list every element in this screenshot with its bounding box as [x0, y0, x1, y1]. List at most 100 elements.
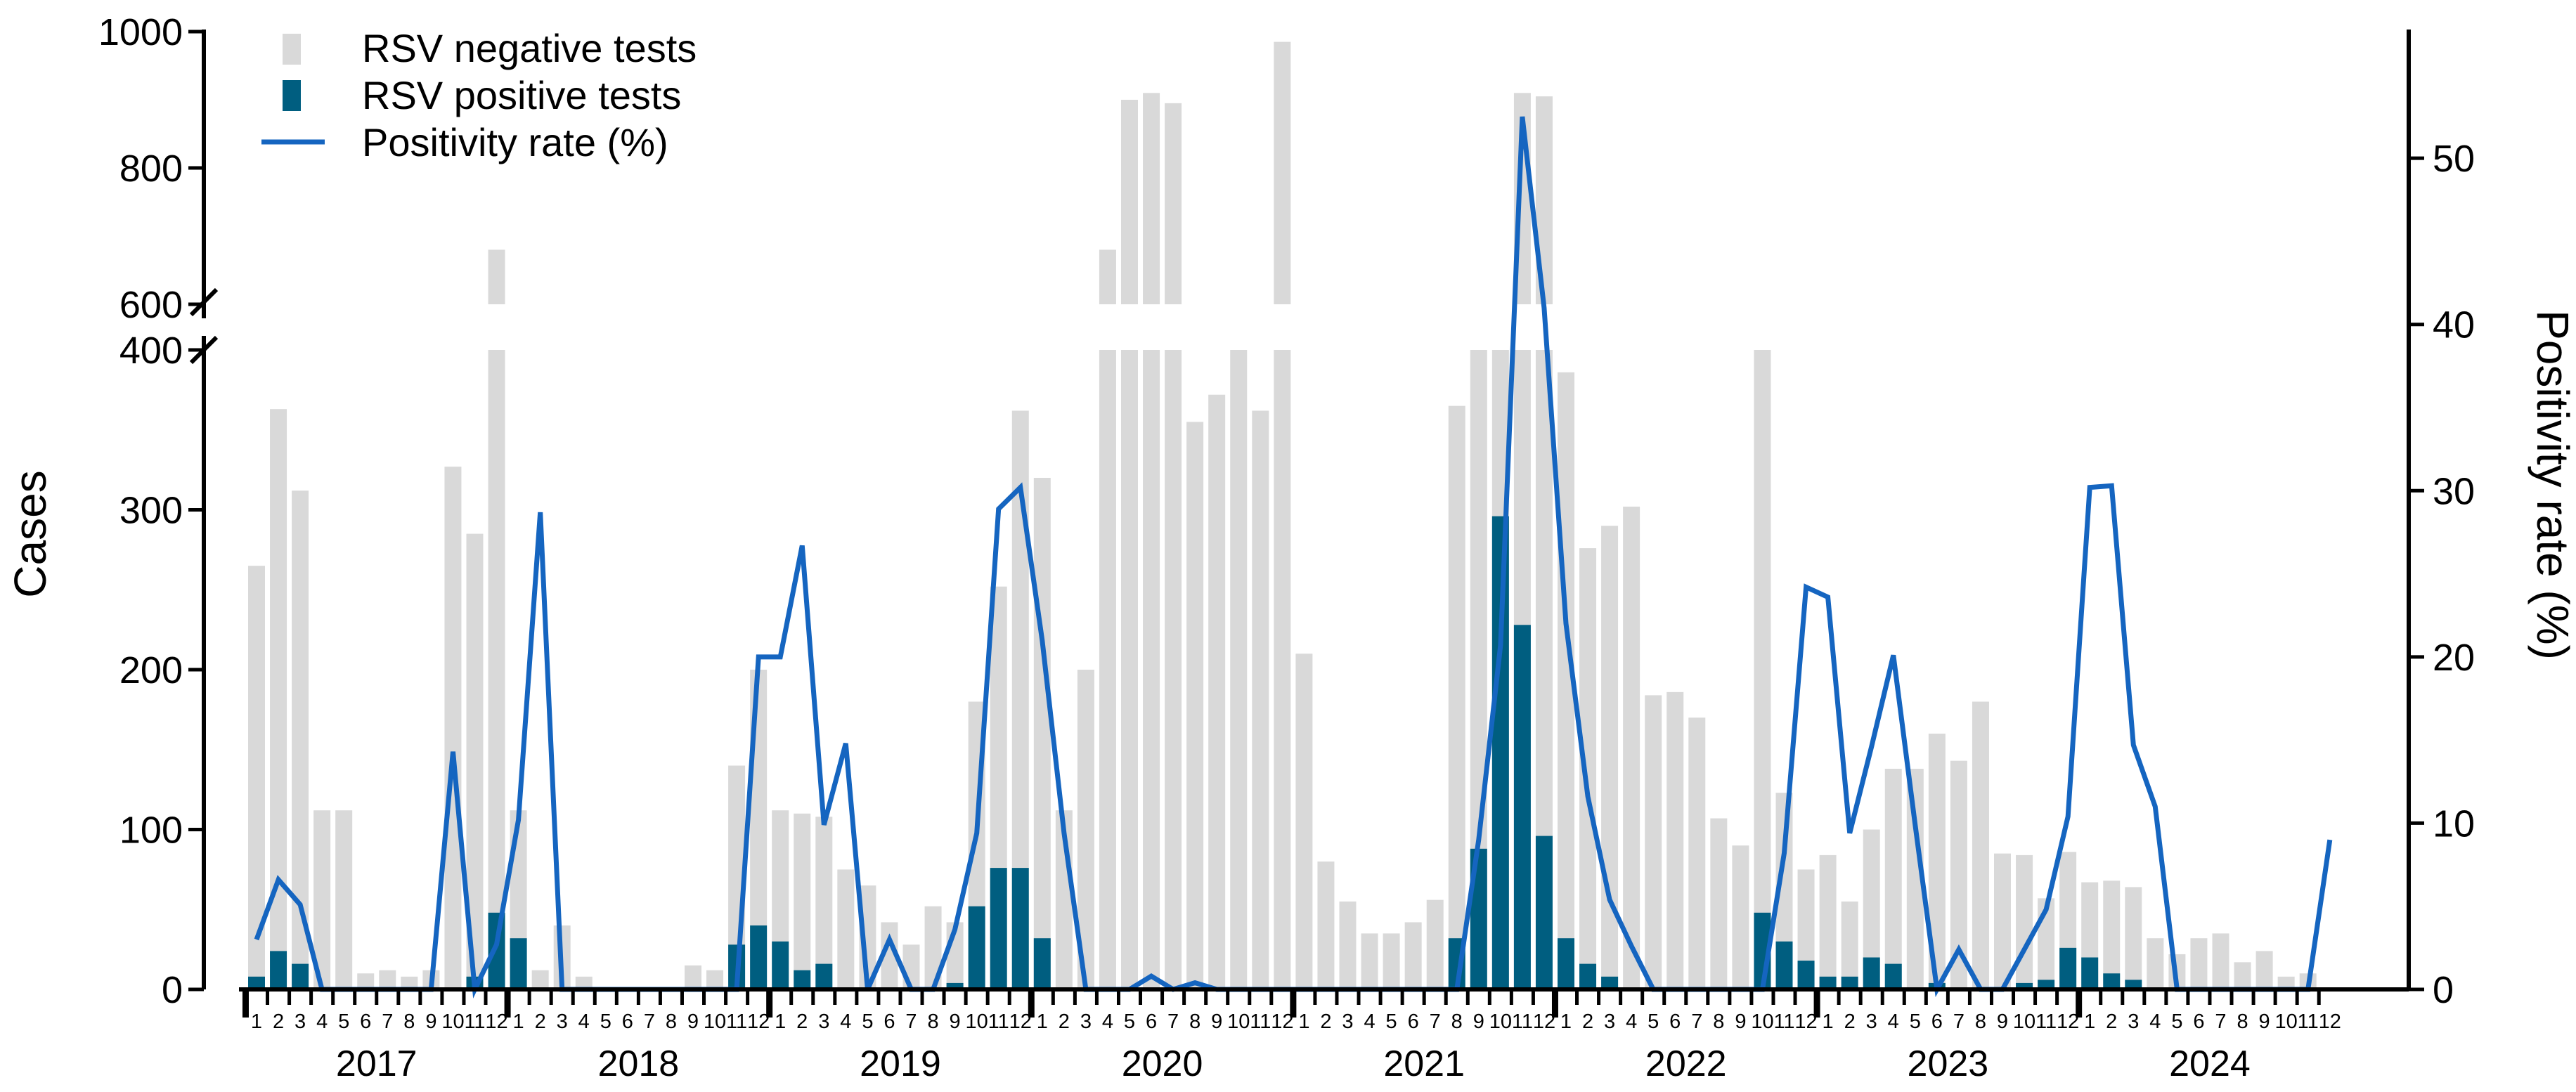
negative-bar	[444, 467, 462, 989]
positive-bar	[815, 963, 833, 989]
x-month-label: 9	[425, 1010, 436, 1033]
x-month-label: 11	[988, 1010, 1009, 1033]
x-month-label: 4	[316, 1010, 328, 1033]
negative-bar	[1208, 394, 1226, 989]
legend: RSV negative tests RSV positive tests Po…	[261, 26, 697, 164]
left-y-tick-label: 1000	[98, 11, 183, 53]
positive-bar	[1513, 625, 1531, 989]
positive-bar	[990, 868, 1007, 989]
x-month-label: 12	[1533, 1010, 1555, 1033]
x-month-label: 3	[557, 1010, 568, 1033]
x-month-label: 11	[1250, 1010, 1271, 1033]
x-month-label: 6	[884, 1010, 895, 1033]
negative-bar	[815, 817, 833, 989]
x-month-label: 6	[1408, 1010, 1419, 1033]
x-month-label: 5	[1124, 1010, 1135, 1033]
negative-bar	[2234, 962, 2251, 989]
negative-bar	[1295, 654, 1313, 989]
legend-label-positive: RSV positive tests	[362, 73, 681, 117]
right-y-tick-label: 0	[2433, 969, 2454, 1011]
negative-bar	[1361, 933, 1378, 989]
x-month-label: 10	[1751, 1010, 1773, 1033]
negative-bar	[1143, 350, 1160, 989]
x-month-label: 4	[578, 1010, 590, 1033]
negative-bar	[837, 869, 855, 989]
legend-swatch-positive	[283, 80, 301, 111]
negative-bar	[1666, 691, 1684, 989]
negative-bar	[1339, 901, 1357, 989]
negative-bar-upper	[488, 249, 505, 304]
x-month-label: 9	[1473, 1010, 1484, 1033]
x-month-label: 5	[600, 1010, 611, 1033]
x-month-label: 5	[862, 1010, 873, 1033]
positive-bar	[510, 938, 527, 989]
x-year-label: 2022	[1645, 1044, 1727, 1084]
positive-bar	[2103, 973, 2121, 989]
negative-bar	[794, 813, 811, 989]
negative-bar-upper	[1143, 93, 1160, 305]
x-month-label: 7	[382, 1010, 393, 1033]
x-year-label: 2019	[860, 1044, 941, 1084]
x-month-label: 11	[2035, 1010, 2057, 1033]
x-month-label: 7	[1430, 1010, 1441, 1033]
x-month-label: 2	[535, 1010, 546, 1033]
x-month-label: 1	[513, 1010, 524, 1033]
negative-bar-upper	[1165, 103, 1182, 304]
negative-bar	[2212, 933, 2229, 989]
x-month-label: 8	[1451, 1010, 1463, 1033]
x-month-label: 12	[485, 1010, 507, 1033]
x-month-label: 3	[1866, 1010, 1877, 1033]
negative-bar	[2147, 938, 2164, 989]
x-month-label: 1	[1037, 1010, 1048, 1033]
positive-bar	[248, 976, 265, 989]
negative-bar	[1972, 701, 1989, 989]
x-month-label: 1	[1823, 1010, 1834, 1033]
x-month-label: 3	[1604, 1010, 1615, 1033]
right-y-tick-label: 50	[2433, 138, 2475, 180]
positive-bar	[1579, 963, 1597, 989]
x-month-label: 10	[1489, 1010, 1512, 1033]
x-month-label: 1	[251, 1010, 262, 1033]
x-month-label: 4	[1888, 1010, 1899, 1033]
negative-bar	[292, 490, 309, 989]
x-year-label: 2020	[1122, 1044, 1203, 1084]
positive-bar	[2059, 947, 2077, 989]
left-y-tick-label: 0	[162, 969, 183, 1011]
negative-bar-upper	[1274, 41, 1291, 305]
x-month-label: 4	[840, 1010, 851, 1033]
x-month-label: 6	[622, 1010, 633, 1033]
negative-bar	[2125, 887, 2142, 989]
x-month-label: 11	[1773, 1010, 1794, 1033]
positive-bar	[1884, 963, 1902, 989]
negative-bar	[1317, 862, 1335, 989]
x-month-label: 10	[1227, 1010, 1250, 1033]
x-month-label: 7	[644, 1010, 655, 1033]
x-month-label: 10	[966, 1010, 988, 1033]
negative-bar	[1819, 854, 1837, 989]
x-month-label: 8	[666, 1010, 677, 1033]
x-month-label: 1	[775, 1010, 786, 1033]
y-axis-title: Cases	[5, 470, 56, 597]
x-month-label: 10	[704, 1010, 726, 1033]
negative-bar	[401, 976, 418, 989]
x-month-label: 9	[1211, 1010, 1222, 1033]
legend-swatch-negative	[283, 34, 301, 65]
negative-bar	[1732, 845, 1749, 989]
positive-bar	[1011, 868, 1029, 989]
positive-bar	[1033, 938, 1051, 989]
positive-bar	[772, 941, 789, 989]
x-month-label: 6	[2193, 1010, 2204, 1033]
negative-bar	[1754, 350, 1771, 989]
x-month-label: 4	[1626, 1010, 1637, 1033]
positive-bar	[968, 906, 985, 989]
x-month-label: 12	[2057, 1010, 2079, 1033]
x-year-label: 2023	[1908, 1044, 1989, 1084]
x-month-label: 7	[905, 1010, 917, 1033]
positive-bar	[1797, 961, 1815, 989]
x-month-label: 9	[687, 1010, 699, 1033]
axis-break-mark-upper	[189, 287, 219, 317]
x-month-label: 8	[403, 1010, 415, 1033]
